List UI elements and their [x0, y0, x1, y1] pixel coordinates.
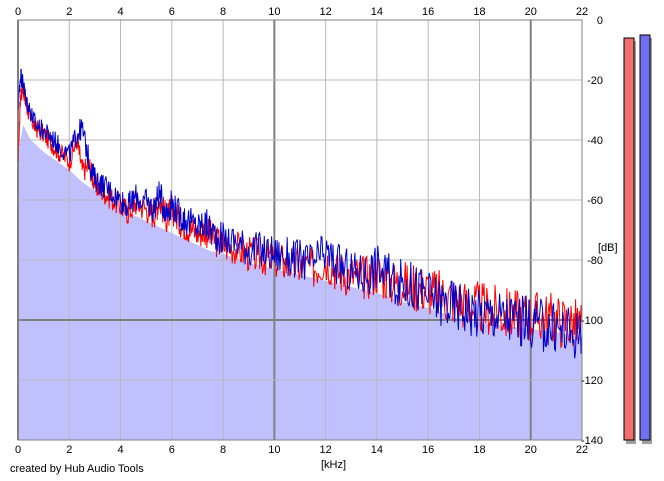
credit-text: created by Hub Audio Tools: [10, 463, 144, 475]
y-tick-label: 0: [597, 15, 603, 27]
x-tick-label-top: 0: [15, 6, 21, 18]
y-ticks: 0 -20 -40 -60 -80 -100 -120 -140: [581, 15, 603, 447]
y-axis-label: [dB]: [598, 242, 618, 254]
x-tick-label-bottom: 8: [220, 444, 226, 456]
x-tick-label-bottom: 18: [473, 444, 485, 456]
x-tick-label-top: 12: [320, 6, 332, 18]
x-ticks-bottom: 0 2 4 6 8 10 12 14 16 18 20 22: [15, 444, 588, 456]
y-tick-label: -60: [587, 195, 603, 207]
level-meters: [623, 34, 652, 444]
x-tick-label-top: 10: [268, 6, 280, 18]
y-tick-label: -140: [581, 435, 603, 447]
x-tick-label-top: 22: [576, 6, 588, 18]
x-tick-label-bottom: 4: [117, 444, 123, 456]
level-meter-bar: [623, 37, 635, 441]
x-tick-label-top: 18: [473, 6, 485, 18]
x-tick-label-bottom: 14: [371, 444, 383, 456]
x-tick-label-top: 4: [117, 6, 123, 18]
x-axis-label: [kHz]: [321, 459, 346, 471]
y-tick-label: -40: [587, 135, 603, 147]
x-tick-label-bottom: 0: [15, 444, 21, 456]
x-ticks-top: 0 2 4 6 8 10 12 14 16 18 20 22: [15, 6, 588, 18]
x-tick-label-top: 8: [220, 6, 226, 18]
series-layer: [17, 68, 583, 359]
x-tick-label-bottom: 2: [66, 444, 72, 456]
plot-frame: [17, 19, 583, 441]
x-tick-label-top: 20: [525, 6, 537, 18]
y-tick-label: -80: [587, 255, 603, 267]
spectrum-fill-area: [18, 125, 582, 440]
x-tick-label-top: 16: [422, 6, 434, 18]
x-tick-label-top: 14: [371, 6, 383, 18]
level-meter-bar: [639, 34, 651, 441]
y-tick-label: -20: [587, 75, 603, 87]
x-tick-label-top: 6: [169, 6, 175, 18]
series-line-blue: [17, 68, 583, 359]
y-tick-label: -120: [581, 375, 603, 387]
x-tick-label-bottom: 22: [576, 444, 588, 456]
x-tick-label-bottom: 16: [422, 444, 434, 456]
x-tick-label-bottom: 20: [525, 444, 537, 456]
x-tick-label-bottom: 10: [268, 444, 280, 456]
x-tick-label-bottom: 12: [320, 444, 332, 456]
x-tick-label-top: 2: [66, 6, 72, 18]
y-tick-label: -100: [581, 315, 603, 327]
x-tick-label-bottom: 6: [169, 444, 175, 456]
series-line-red: [17, 82, 583, 349]
